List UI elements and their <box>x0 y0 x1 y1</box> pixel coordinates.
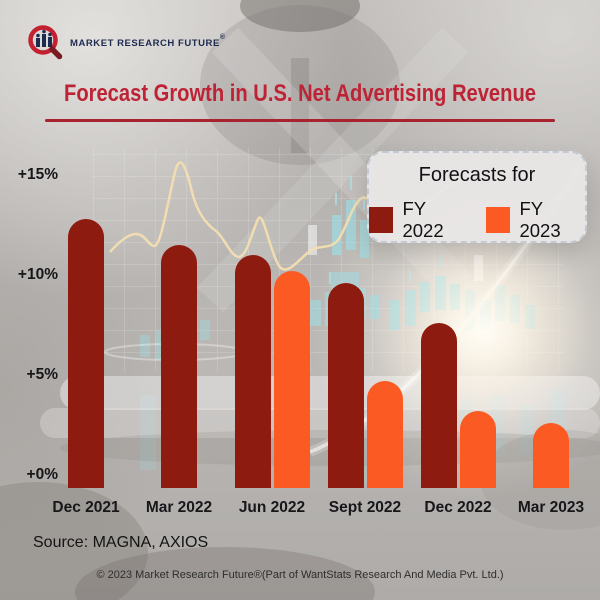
x-axis-label-sept-2022: Sept 2022 <box>328 499 402 516</box>
bar-fy-2022-sept-2022 <box>327 283 364 488</box>
x-axis-label-dec-2022: Dec 2022 <box>424 499 492 516</box>
y-axis-label--0-: +0% <box>26 466 58 483</box>
brand-logo-text: MARKET RESEARCH FUTURE <box>70 37 220 49</box>
registered-mark: ® <box>219 33 226 41</box>
legend-title: Forecasts for <box>418 164 536 186</box>
x-axis-label-dec-2021: Dec 2021 <box>52 499 120 516</box>
page-title: Forecast Growth in U.S. Net Advertising … <box>63 80 536 107</box>
x-axis-label-mar-2022: Mar 2022 <box>145 499 213 516</box>
legend-items: FY 2022 FY 2023 <box>369 198 585 242</box>
chart-legend: Forecasts for FY 2022 FY 2023 <box>367 151 587 243</box>
legend-label-fy-2023: FY 2023 <box>519 198 561 241</box>
y-axis-label--10-: +10% <box>17 266 58 283</box>
bar-fy-2022-dec-2022 <box>420 323 457 488</box>
legend-swatch-fy-2023 <box>486 207 511 233</box>
x-axis-label-jun-2022: Jun 2022 <box>238 499 306 516</box>
source-note: Source: MAGNA, AXIOS <box>33 534 209 551</box>
legend-label-fy-2022: FY 2022 <box>402 198 444 241</box>
title-underline <box>45 119 555 122</box>
legend-item-fy-2023: FY 2023 <box>486 198 585 242</box>
legend-swatch-fy-2022 <box>369 207 394 233</box>
bar-fy-2023-mar-2023 <box>533 423 569 488</box>
legend-item-fy-2022: FY 2022 <box>369 198 468 242</box>
copyright-note: © 2023 Market Research Future®(Part of W… <box>96 569 504 581</box>
bar-fy-2023-jun-2022 <box>273 271 310 488</box>
bar-fy-2022-mar-2022 <box>161 245 197 488</box>
bar-fy-2023-sept-2022 <box>366 381 403 488</box>
bar-fy-2023-dec-2022 <box>459 411 496 488</box>
y-axis-label--15-: +15% <box>17 166 58 183</box>
bar-fy-2022-dec-2021 <box>68 219 104 488</box>
brand-logo-icon <box>28 25 63 60</box>
bar-fy-2022-jun-2022 <box>234 255 271 488</box>
y-axis-label--5-: +5% <box>26 366 58 383</box>
brand-logo: MARKET RESEARCH FUTURE ® <box>26 24 225 62</box>
x-axis-label-mar-2023: Mar 2023 <box>517 499 585 516</box>
